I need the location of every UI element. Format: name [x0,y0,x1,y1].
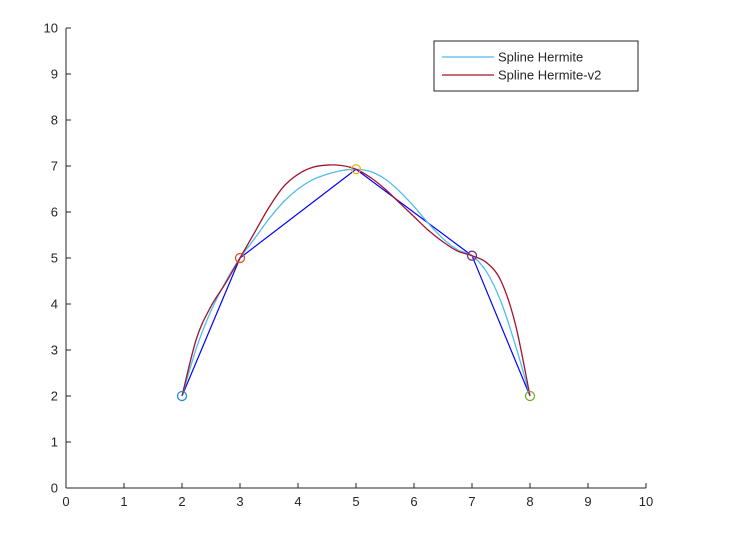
x-tick-label: 8 [526,494,533,509]
y-tick-label: 3 [51,343,58,358]
control-point-marker [176,390,188,402]
x-tick-label: 7 [468,494,475,509]
y-tick-label: 4 [51,297,58,312]
control-point-marker [524,390,536,402]
x-tick-label: 5 [352,494,359,509]
control-polygon-line [181,168,531,397]
x-tick-label: 4 [294,494,301,509]
legend: Spline Hermite Spline Hermite-v2 [433,40,639,92]
axes: 0 1 2 3 4 5 6 7 8 9 10 0 1 2 3 4 5 6 7 8 9 10 [44,21,654,510]
y-tick-label: 1 [51,435,58,450]
y-tick-label: 8 [51,113,58,128]
x-tick-label: 3 [236,494,243,509]
x-tick-label: 6 [410,494,417,509]
control-point-markers [176,164,536,402]
legend-label-spline-hermite: Spline Hermite [498,50,583,65]
series-line-spline-hermite [181,168,531,397]
plot-lines [181,164,531,397]
control-point-marker [350,164,362,175]
y-tick-label: 10 [44,21,58,36]
y-tick-label: 2 [51,389,58,404]
control-point-marker [234,252,246,264]
x-tick-label: 9 [584,494,591,509]
legend-label-spline-hermite-v2: Spline Hermite-v2 [498,68,601,83]
series-line-spline-hermite-v2 [181,164,531,397]
y-tick-label: 7 [51,159,58,174]
x-tick-label: 1 [120,494,127,509]
x-tick-label: 0 [62,494,69,509]
y-tick-label: 9 [51,67,58,82]
y-tick-label: 6 [51,205,58,220]
x-tick-label: 10 [639,494,653,509]
y-tick-label: 5 [51,251,58,266]
control-point-marker [466,250,478,261]
y-tick-label: 0 [51,481,58,496]
x-tick-label: 2 [178,494,185,509]
legend-box [433,40,639,92]
